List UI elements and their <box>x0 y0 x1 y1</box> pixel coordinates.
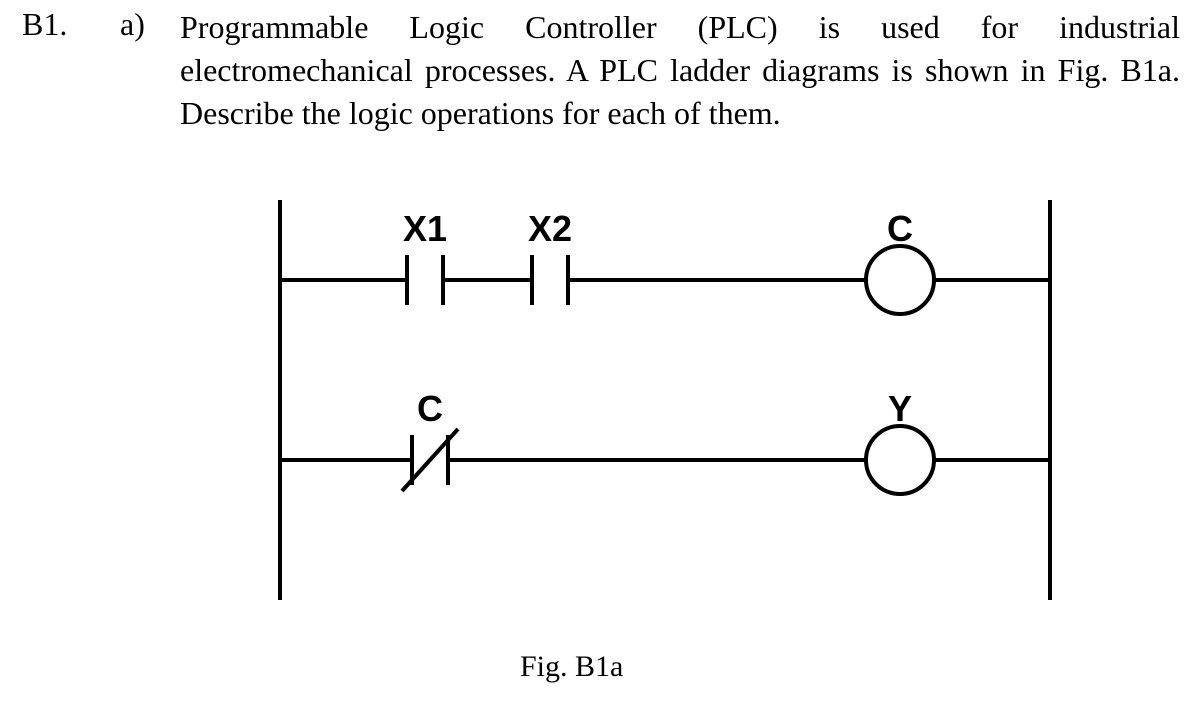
figure-caption: Fig. B1a <box>520 650 623 684</box>
question-number: B1. <box>22 6 67 43</box>
label-coil-c: C <box>870 208 930 250</box>
ladder-diagram: X1 X2 C C Y <box>250 190 1070 630</box>
label-x1: X1 <box>395 208 455 250</box>
question-part: a) <box>120 6 145 43</box>
ladder-svg <box>250 190 1070 630</box>
page: { "question": { "number": "B1.", "part":… <box>0 0 1200 718</box>
label-nc-c: C <box>400 388 460 430</box>
label-x2: X2 <box>520 208 580 250</box>
question-text: Programmable Logic Controller (PLC) is u… <box>180 6 1180 136</box>
label-coil-y: Y <box>870 388 930 430</box>
